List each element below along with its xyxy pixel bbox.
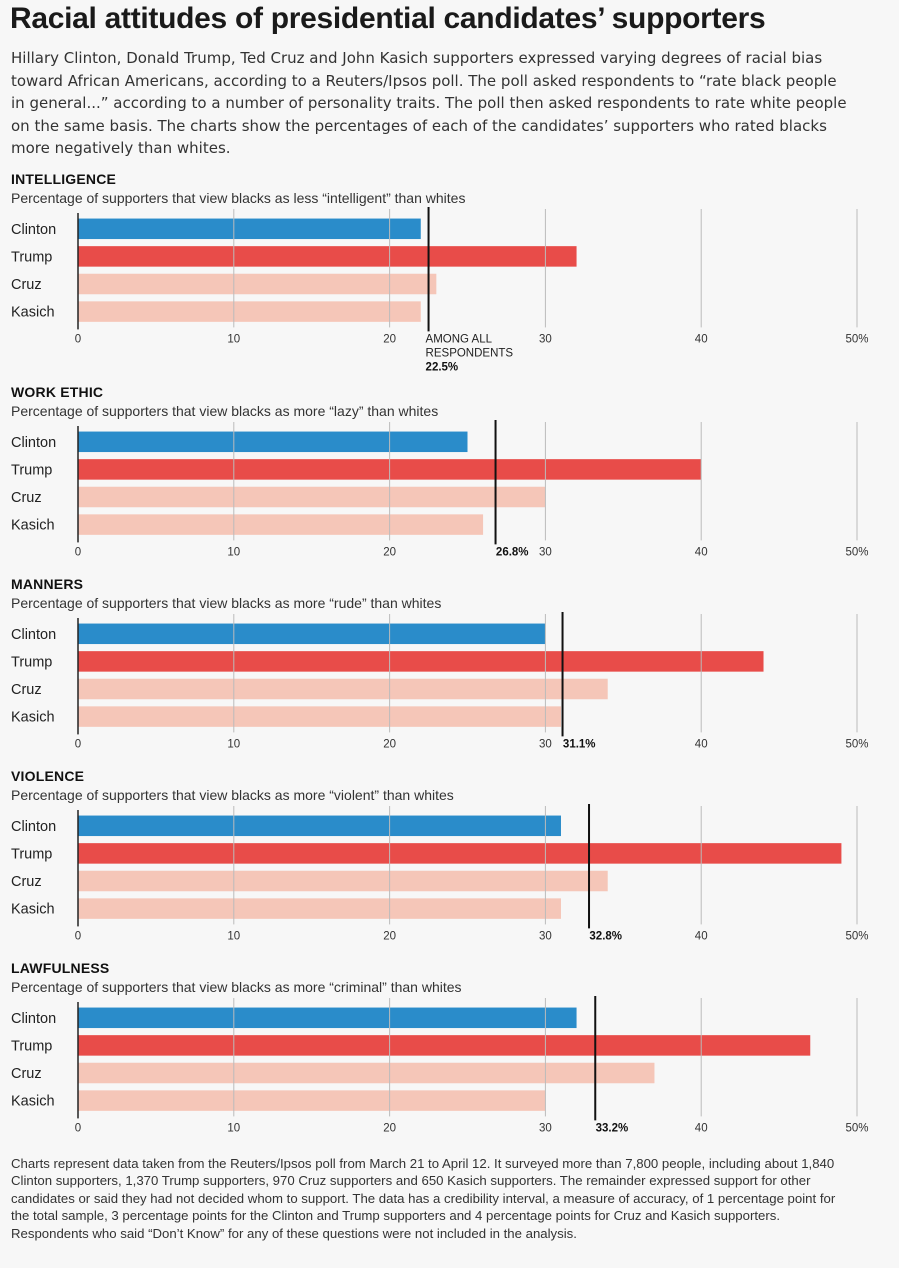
bar-cruz — [78, 486, 546, 508]
tick-label: 0 — [75, 333, 81, 345]
bar-clinton — [78, 431, 468, 453]
tick-label: 20 — [383, 546, 396, 558]
reference-label: AMONG ALL — [426, 333, 493, 345]
tick-label: 0 — [75, 930, 81, 942]
reference-value-label: 26.8% — [496, 546, 529, 558]
chart-subtitle: Percentage of supporters that view black… — [11, 403, 439, 419]
category-label: Cruz — [11, 682, 42, 698]
page-title: Racial attitudes of presidential candida… — [10, 2, 766, 35]
category-label: Clinton — [11, 819, 56, 835]
reference-value-label: 33.2% — [596, 1122, 629, 1134]
bar-chart: Clinton Trump Cruz Kasich 0 10 20 30 40 50% 32.8% — [11, 804, 869, 942]
tick-label: 30 — [539, 930, 552, 942]
tick-label: 40 — [695, 546, 708, 558]
category-label: Kasich — [11, 902, 55, 918]
tick-label: 30 — [539, 1122, 552, 1134]
footnote: Charts represent data taken from the Reu… — [11, 1156, 836, 1241]
bar-clinton — [78, 1007, 577, 1029]
bar-chart: Clinton Trump Cruz Kasich 0 10 20 30 40 50% 31.1% — [11, 612, 869, 750]
bar-kasich — [78, 1090, 546, 1111]
category-label: Trump — [11, 249, 52, 265]
category-label: Clinton — [11, 627, 56, 643]
tick-label: 50% — [845, 930, 868, 942]
chart-title: VIOLENCE — [11, 768, 85, 784]
bar-trump — [78, 246, 577, 267]
reference-label: RESPONDENTS — [426, 347, 514, 359]
category-label: Cruz — [11, 277, 42, 293]
reference-value-label: 22.5% — [426, 361, 459, 373]
chart-violence: VIOLENCE Percentage of supporters that v… — [0, 768, 899, 973]
bar-chart: Clinton Trump Cruz Kasich 0 10 20 30 40 50% AMONG … — [11, 207, 869, 373]
bar-trump — [78, 651, 764, 672]
intro-text: Hillary Clinton, Donald Trump, Ted Cruz … — [11, 49, 847, 157]
tick-label: 20 — [383, 1122, 396, 1134]
tick-label: 20 — [383, 930, 396, 942]
category-label: Cruz — [11, 1066, 42, 1082]
chart-subtitle: Percentage of supporters that view black… — [11, 595, 442, 611]
chart-intelligence: INTELLIGENCE Percentage of supporters th… — [0, 171, 899, 376]
tick-label: 40 — [695, 738, 708, 750]
chart-title: WORK ETHIC — [11, 384, 104, 400]
chart-title: LAWFULNESS — [11, 960, 110, 976]
chart-work-ethic: WORK ETHIC Percentage of supporters that… — [0, 384, 899, 589]
tick-label: 10 — [227, 333, 240, 345]
chart-subtitle: Percentage of supporters that view black… — [11, 190, 466, 206]
tick-label: 10 — [227, 546, 240, 558]
chart-title: MANNERS — [11, 576, 84, 592]
bar-clinton — [78, 218, 421, 240]
bar-clinton — [78, 623, 546, 645]
category-label: Kasich — [11, 518, 55, 534]
tick-label: 30 — [539, 546, 552, 558]
tick-label: 30 — [539, 333, 552, 345]
tick-label: 20 — [383, 738, 396, 750]
chart-manners: MANNERS Percentage of supporters that vi… — [0, 576, 899, 781]
category-label: Clinton — [11, 1011, 56, 1027]
category-label: Clinton — [11, 435, 56, 451]
category-label: Trump — [11, 654, 52, 670]
tick-label: 20 — [383, 333, 396, 345]
category-label: Clinton — [11, 222, 56, 238]
tick-label: 30 — [539, 738, 552, 750]
tick-label: 40 — [695, 1122, 708, 1134]
bar-clinton — [78, 815, 561, 837]
reference-value-label: 31.1% — [563, 738, 596, 750]
category-label: Cruz — [11, 490, 42, 506]
tick-label: 10 — [227, 930, 240, 942]
category-label: Cruz — [11, 874, 42, 890]
bar-kasich — [78, 898, 561, 919]
bar-cruz — [78, 870, 608, 892]
tick-label: 0 — [75, 546, 81, 558]
tick-label: 50% — [845, 738, 868, 750]
bar-kasich — [78, 514, 484, 535]
bar-trump — [78, 843, 842, 864]
bar-cruz — [78, 273, 437, 295]
tick-label: 40 — [695, 333, 708, 345]
category-label: Kasich — [11, 305, 55, 321]
tick-label: 10 — [227, 738, 240, 750]
tick-label: 50% — [845, 546, 868, 558]
reference-value-label: 32.8% — [589, 930, 622, 942]
bar-trump — [78, 1035, 811, 1056]
category-label: Kasich — [11, 710, 55, 726]
bar-kasich — [78, 301, 421, 322]
tick-label: 50% — [845, 333, 868, 345]
tick-label: 40 — [695, 930, 708, 942]
bar-cruz — [78, 1062, 655, 1084]
category-label: Kasich — [11, 1094, 55, 1110]
tick-label: 50% — [845, 1122, 868, 1134]
chart-title: INTELLIGENCE — [11, 171, 117, 187]
bar-cruz — [78, 678, 608, 700]
chart-subtitle: Percentage of supporters that view black… — [11, 979, 462, 995]
tick-label: 0 — [75, 1122, 81, 1134]
chart-lawfulness: LAWFULNESS Percentage of supporters that… — [0, 960, 899, 1165]
chart-subtitle: Percentage of supporters that view black… — [11, 787, 454, 803]
tick-label: 10 — [227, 1122, 240, 1134]
bar-chart: Clinton Trump Cruz Kasich 0 10 20 30 40 50% 26.8% — [11, 420, 869, 558]
category-label: Trump — [11, 462, 52, 478]
category-label: Trump — [11, 1038, 52, 1054]
category-label: Trump — [11, 846, 52, 862]
bar-chart: Clinton Trump Cruz Kasich 0 10 20 30 40 50% 33.2% — [11, 996, 869, 1134]
tick-label: 0 — [75, 738, 81, 750]
bar-kasich — [78, 706, 561, 727]
